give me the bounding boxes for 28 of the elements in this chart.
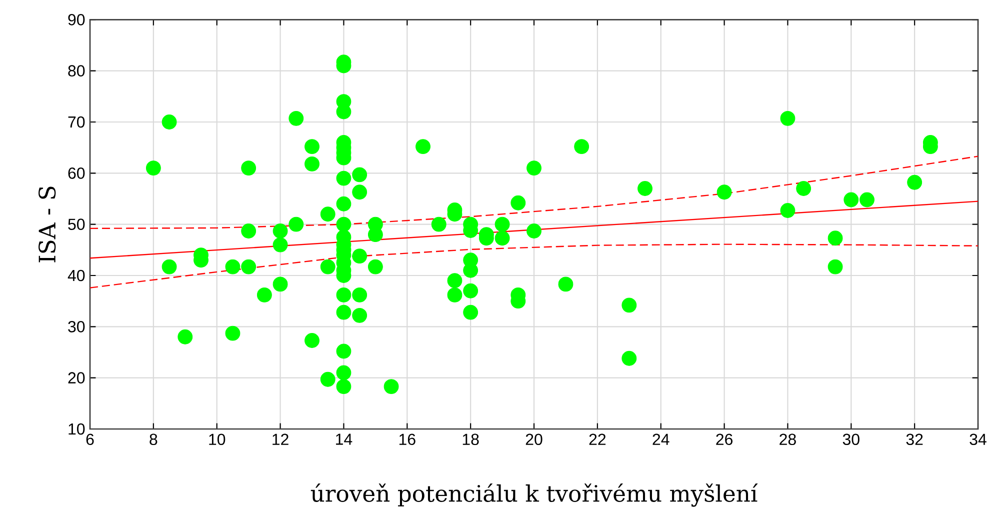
x-axis-title: úroveň potenciálu k tvořivému myšlení	[310, 484, 758, 507]
y-tick-label: 90	[68, 14, 85, 26]
x-tick-label: 24	[652, 434, 670, 445]
y-tick-label: 20	[68, 372, 85, 384]
y-tick-label: 70	[68, 116, 85, 128]
y-tick-label: 30	[68, 321, 85, 332]
x-tick-label: 16	[399, 434, 416, 446]
x-tick-label: 22	[589, 434, 606, 445]
x-tick-label: 6	[86, 434, 94, 446]
y-tick-label: 80	[68, 65, 85, 76]
y-tick-label: 60	[68, 168, 85, 179]
x-tick-label: 28	[780, 434, 796, 446]
x-tick-label: 32	[906, 434, 923, 446]
x-tick-label: 8	[150, 434, 158, 446]
line-series	[89, 244, 979, 288]
x-tick-label: 12	[272, 434, 288, 445]
y-tick-label: 40	[68, 270, 85, 282]
x-tick-label: 20	[526, 434, 542, 446]
x-tick-label: 26	[716, 434, 732, 446]
x-tick-label: 34	[970, 434, 986, 446]
x-tick-label: 10	[209, 434, 226, 446]
x-tick-label: 30	[842, 434, 860, 446]
y-tick-label: 50	[68, 218, 85, 230]
y-axis-title: ISA - S	[38, 186, 56, 262]
y-tick-label: 10	[68, 423, 85, 435]
line-series	[89, 156, 979, 230]
x-tick-label: 18	[462, 434, 479, 446]
x-tick-label: 14	[336, 434, 352, 445]
